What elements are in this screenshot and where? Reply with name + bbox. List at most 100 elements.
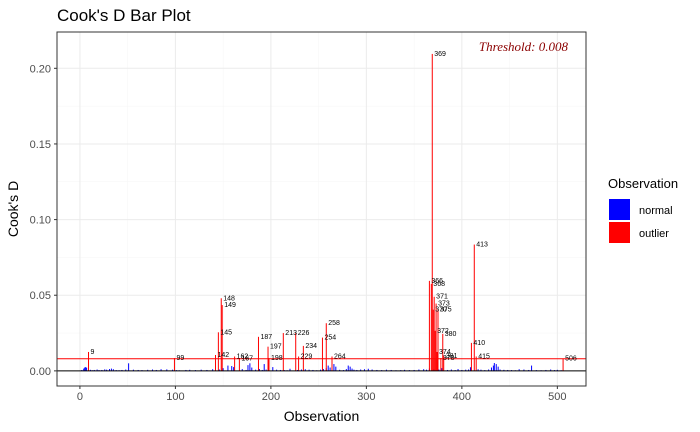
normal-bar <box>300 369 302 371</box>
normal-bar <box>523 369 525 371</box>
outlier-label: 374 <box>439 349 451 356</box>
x-tick-label: 100 <box>166 391 184 403</box>
outlier-label: 162 <box>237 354 249 361</box>
normal-bar <box>438 369 440 371</box>
normal-bar <box>351 368 353 371</box>
normal-bar <box>333 364 335 371</box>
outlier-bar <box>432 309 434 371</box>
normal-bar <box>371 369 373 371</box>
normal-bar <box>465 369 467 371</box>
panel-border <box>56 31 587 387</box>
normal-bar <box>110 368 112 371</box>
normal-bar <box>109 369 111 371</box>
normal-bar <box>493 363 495 371</box>
y-tick-label: 0.10 <box>30 215 51 227</box>
normal-bar <box>492 365 494 371</box>
outlier-label: 369 <box>434 51 446 58</box>
normal-bar <box>497 366 499 371</box>
outlier-bar <box>440 358 442 371</box>
outlier-bar <box>238 358 240 371</box>
normal-bar <box>151 369 153 371</box>
outlier-bar <box>331 356 333 371</box>
x-tick-label: 500 <box>548 391 566 403</box>
outlier-label: 366 <box>431 278 443 285</box>
normal-bar <box>263 364 265 371</box>
normal-bar <box>132 369 134 371</box>
outlier-label: 370 <box>435 307 447 314</box>
normal-bar <box>353 369 355 371</box>
normal-bar <box>320 369 322 371</box>
normal-bar <box>503 369 505 371</box>
outlier-label: 415 <box>478 354 490 361</box>
outlier-label: 378 <box>443 355 455 362</box>
outlier-label: 372 <box>437 328 449 335</box>
minor-gridlines <box>57 32 586 386</box>
outlier-bar <box>437 309 439 371</box>
x-tick-label: 300 <box>357 391 375 403</box>
outlier-bar <box>433 296 435 371</box>
outlier-label: 142 <box>218 352 230 359</box>
normal-bar <box>83 368 85 371</box>
normal-bar <box>189 369 191 371</box>
outlier-bar <box>234 356 236 371</box>
y-axis-ticks: 0.00 0.05 0.10 0.15 0.20 <box>30 63 57 378</box>
y-tick-label: 0.20 <box>30 63 51 75</box>
outlier-bar <box>443 356 445 371</box>
normal-bar <box>490 367 492 371</box>
outlier-label: 254 <box>324 335 336 342</box>
normal-bar <box>304 369 306 371</box>
y-tick-label: 0.05 <box>30 290 51 302</box>
normal-bar <box>172 369 174 371</box>
normal-bar <box>488 369 490 371</box>
chart-title: Cook's D Bar Plot <box>57 6 191 25</box>
normal-bar <box>339 369 341 371</box>
normal-bar <box>450 369 452 371</box>
outlier-label: 99 <box>176 355 184 362</box>
outlier-bar <box>442 333 444 371</box>
normal-bar <box>367 368 369 371</box>
normal-bar <box>531 365 533 371</box>
legend: Observation normal outlier <box>608 176 678 243</box>
outlier-bar <box>217 332 219 371</box>
outlier-bar <box>220 298 222 371</box>
x-tick-label: 400 <box>453 391 471 403</box>
outlier-bars-group <box>88 53 564 371</box>
normal-bar <box>480 369 482 371</box>
outlier-label: 187 <box>260 334 272 341</box>
normal-bar <box>335 366 337 371</box>
outlier-label: 375 <box>440 307 452 314</box>
normal-bar <box>231 366 233 371</box>
outlier-label: 381 <box>446 353 458 360</box>
outlier-label: 368 <box>433 281 445 288</box>
outlier-label: 264 <box>334 354 346 361</box>
normal-bar <box>166 369 168 371</box>
normal-bar <box>327 365 329 371</box>
outlier-label: 234 <box>305 343 317 350</box>
normal-bar <box>265 369 267 371</box>
normal-bar <box>404 369 406 371</box>
normal-bar <box>96 369 98 371</box>
outlier-bar <box>430 283 432 371</box>
normal-bar <box>518 369 520 371</box>
normal-bar <box>441 368 443 371</box>
normal-bar <box>128 363 130 371</box>
normal-bar <box>276 369 278 371</box>
normal-bar <box>457 369 459 371</box>
normal-bar <box>550 369 552 371</box>
normal-bar <box>345 369 347 371</box>
outlier-bar <box>470 342 472 371</box>
normal-bar <box>272 367 274 371</box>
outlier-bar <box>434 330 436 371</box>
normal-bar <box>308 369 310 371</box>
normal-bar <box>212 369 214 371</box>
normal-bar <box>289 368 291 371</box>
normal-bar <box>360 369 362 371</box>
normal-bar <box>84 367 86 371</box>
normal-bar <box>227 365 229 371</box>
normal-bar <box>233 367 235 371</box>
normal-bar <box>222 368 224 371</box>
normal-bar <box>160 369 162 371</box>
outlier-label: 197 <box>270 344 282 351</box>
